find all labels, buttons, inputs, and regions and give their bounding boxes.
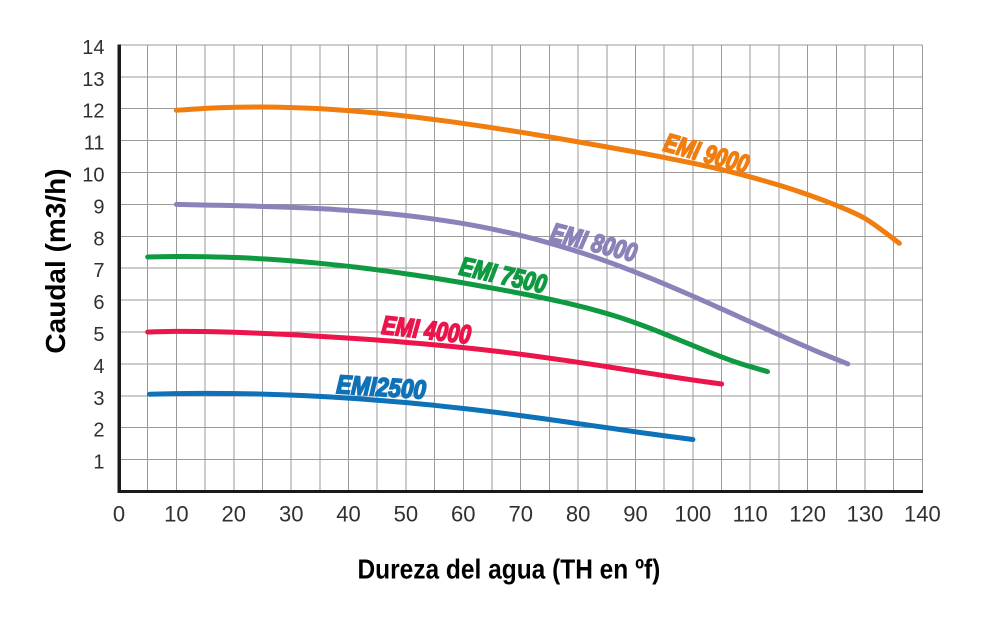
svg-text:9: 9 xyxy=(93,196,104,218)
svg-text:120: 120 xyxy=(789,502,826,527)
svg-text:14: 14 xyxy=(82,37,104,59)
svg-text:8: 8 xyxy=(93,228,104,250)
svg-text:EMI2500: EMI2500 xyxy=(336,371,428,406)
svg-text:13: 13 xyxy=(82,69,104,91)
svg-text:140: 140 xyxy=(904,502,941,527)
svg-text:40: 40 xyxy=(336,502,360,527)
svg-text:130: 130 xyxy=(847,502,884,527)
svg-text:50: 50 xyxy=(394,502,418,527)
svg-text:30: 30 xyxy=(279,502,303,527)
svg-text:4: 4 xyxy=(93,356,104,378)
svg-text:10: 10 xyxy=(82,165,104,187)
svg-text:60: 60 xyxy=(451,502,475,527)
svg-text:11: 11 xyxy=(84,133,105,155)
svg-text:Dureza del agua (TH en ºf): Dureza del agua (TH en ºf) xyxy=(357,553,660,585)
svg-text:0: 0 xyxy=(113,502,125,527)
svg-text:EMI 8000: EMI 8000 xyxy=(548,217,640,267)
svg-text:EMI 9000: EMI 9000 xyxy=(661,128,753,179)
svg-text:12: 12 xyxy=(82,101,104,123)
svg-text:90: 90 xyxy=(623,502,647,527)
svg-text:70: 70 xyxy=(508,502,532,527)
svg-text:Caudal (m3/h): Caudal (m3/h) xyxy=(40,168,71,353)
svg-text:80: 80 xyxy=(566,502,590,527)
svg-text:5: 5 xyxy=(93,324,104,346)
svg-text:110: 110 xyxy=(733,502,768,527)
svg-text:7: 7 xyxy=(93,260,104,282)
svg-text:6: 6 xyxy=(93,292,104,314)
svg-text:1: 1 xyxy=(93,452,104,474)
svg-text:10: 10 xyxy=(164,502,188,527)
svg-text:20: 20 xyxy=(222,502,246,527)
svg-text:2: 2 xyxy=(93,420,104,442)
svg-text:3: 3 xyxy=(93,388,104,410)
svg-text:100: 100 xyxy=(675,502,712,527)
